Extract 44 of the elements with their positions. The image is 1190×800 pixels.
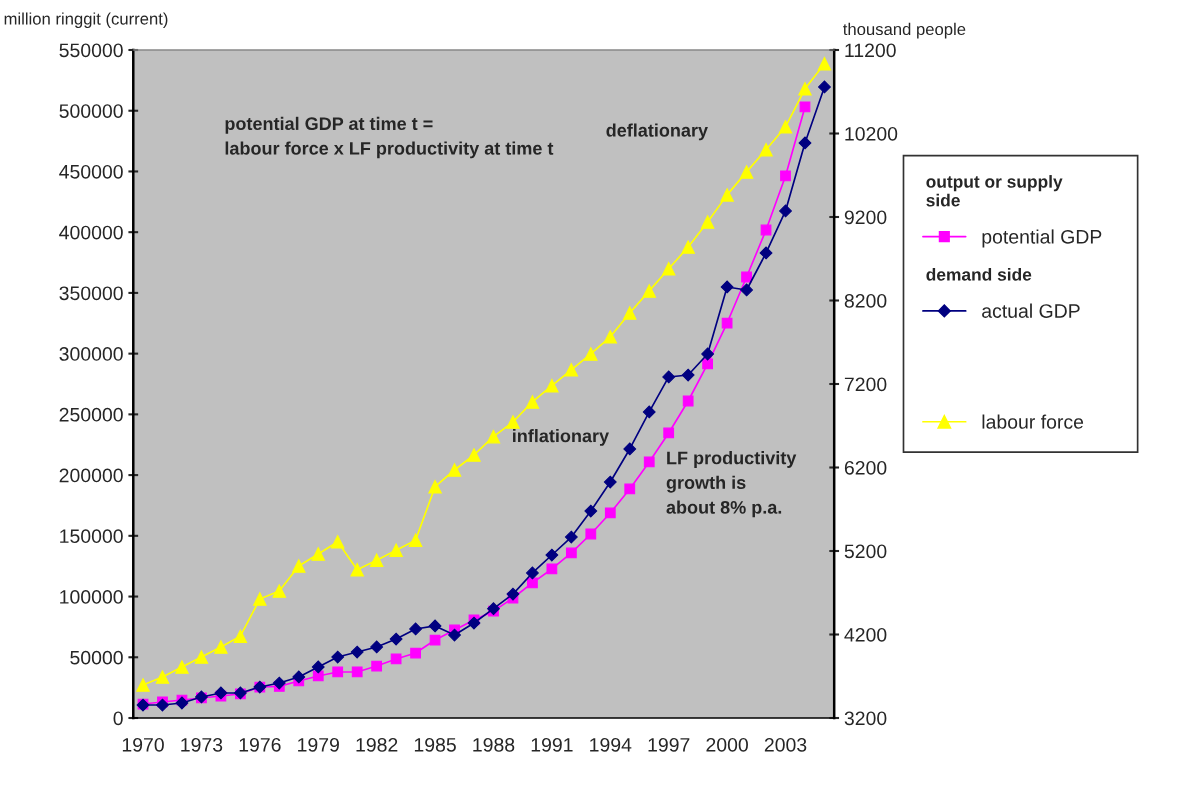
y2-axis-title: thousand people — [843, 22, 966, 39]
annotation: LF productivity growth is about 8% p.a. — [666, 451, 797, 518]
y-tick-label: 50000 — [70, 650, 123, 665]
x-tick-label: 1970 — [122, 737, 164, 752]
y-tick-label: 250000 — [59, 407, 123, 422]
text: demand side — [926, 267, 1032, 281]
y2-tick-label: 4200 — [844, 627, 887, 642]
y-tick-label: 200000 — [59, 468, 123, 483]
y-tick-label: 300000 — [59, 347, 123, 361]
y2-tick-label: 10200 — [845, 126, 898, 141]
x-tick-label: 1994 — [590, 737, 632, 752]
x-tick-label: 1988 — [473, 737, 515, 752]
y2-tick-label: 8200 — [844, 293, 887, 308]
x-tick-label: 1991 — [531, 737, 573, 752]
y2-tick-label: 11200 — [845, 43, 896, 58]
x-tick-label: 1973 — [181, 737, 223, 752]
legend-label: labour force — [982, 414, 1084, 429]
y2-tick-label: 5200 — [844, 544, 887, 559]
y2-tick-label: 3200 — [844, 711, 887, 726]
legend-label: potential GDP — [982, 229, 1102, 248]
y-tick-label: 500000 — [59, 104, 123, 118]
y-axis-title: million ringgit (current) — [4, 12, 168, 28]
x-tick-label: 1997 — [648, 737, 690, 752]
annotation: potential GDP at time t = labour force x LF productivity at time t — [225, 116, 554, 159]
y2-tick-label: 9200 — [844, 210, 887, 225]
y2-tick-label: 6200 — [844, 460, 887, 475]
text: output or supply side — [926, 175, 1063, 207]
x-tick-label: 1982 — [356, 737, 398, 752]
y-tick-label: 550000 — [59, 43, 123, 58]
y-tick-label: 400000 — [59, 225, 123, 240]
annotation: inflationary — [513, 429, 609, 446]
x-tick-label: 2003 — [764, 737, 807, 752]
x-tick-label: 2000 — [706, 737, 748, 752]
legend-label: actual GDP — [982, 303, 1080, 318]
y-tick-label: 0 — [113, 711, 123, 726]
y-tick-label: 450000 — [59, 164, 123, 179]
y-tick-label: 350000 — [59, 286, 123, 301]
annotation: deflationary — [606, 123, 708, 141]
x-tick-label: 1976 — [239, 737, 281, 752]
x-tick-label: 1979 — [298, 737, 339, 752]
y-tick-label: 100000 — [60, 590, 123, 604]
x-tick-label: 1985 — [414, 737, 456, 752]
y2-tick-label: 7200 — [844, 377, 887, 392]
y-tick-label: 150000 — [60, 529, 123, 544]
